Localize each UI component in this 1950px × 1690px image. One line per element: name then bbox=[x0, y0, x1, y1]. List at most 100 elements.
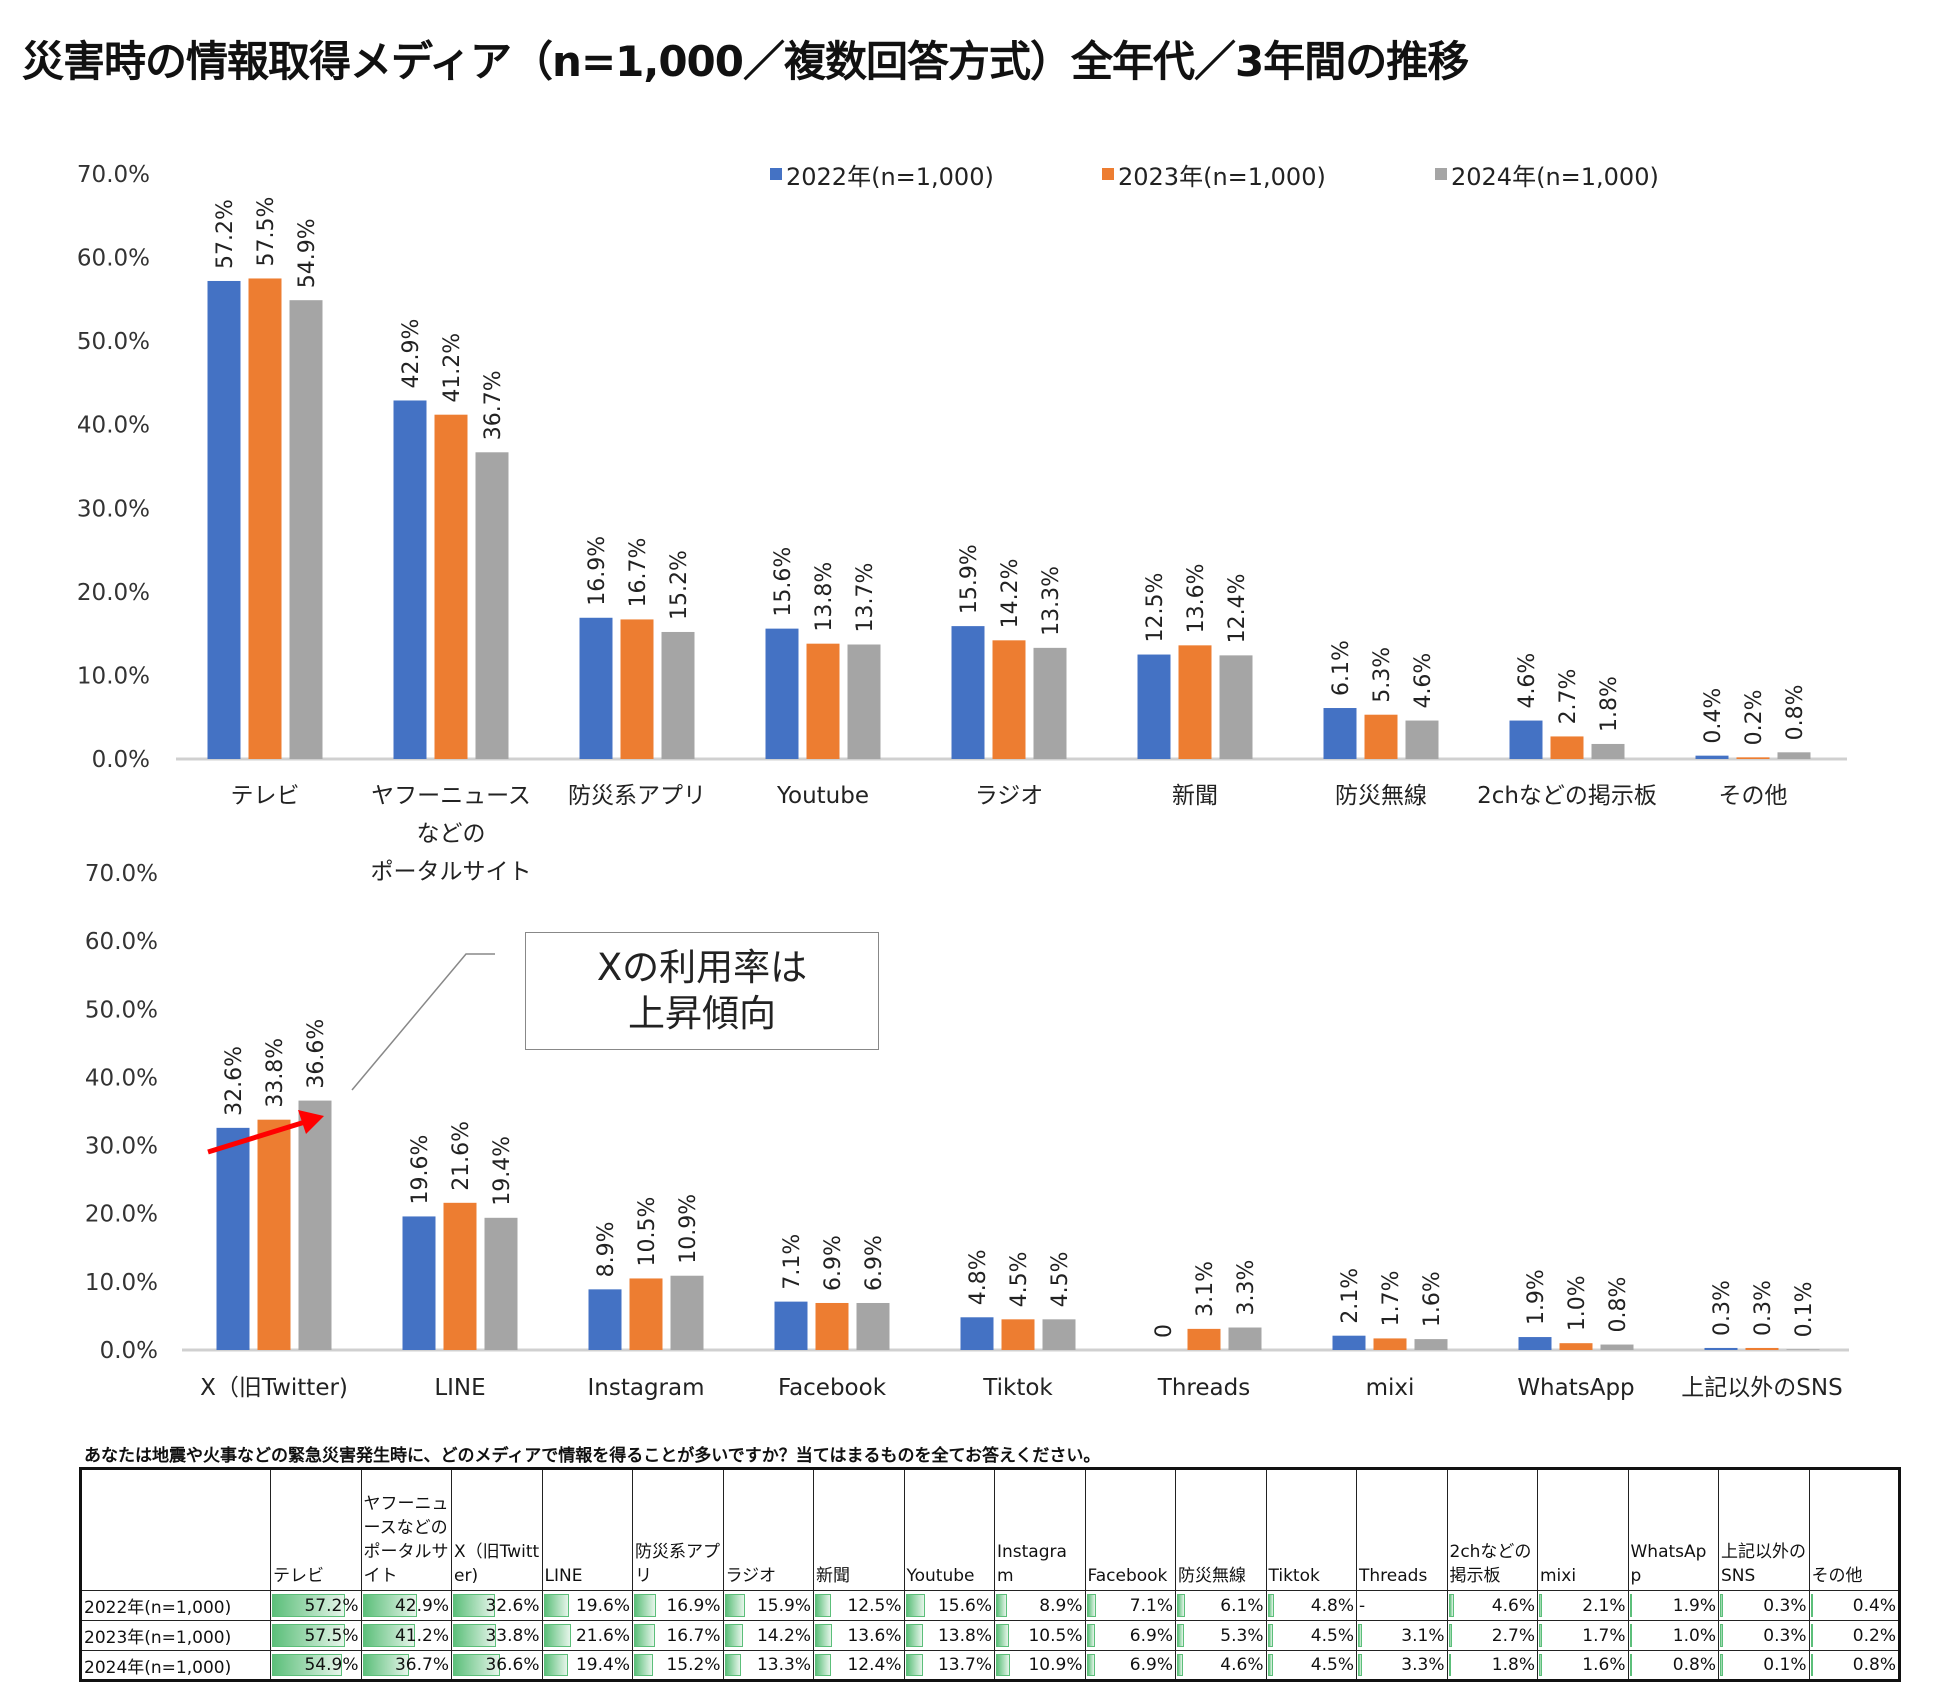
category-label: ラジオ bbox=[975, 783, 1044, 809]
column-header: 防災系アプリ bbox=[632, 1468, 724, 1591]
bar bbox=[847, 644, 881, 759]
y-tick-label: 20.0% bbox=[77, 580, 150, 606]
cell-value: 15.9% bbox=[756, 1595, 811, 1616]
y-tick-label: 70.0% bbox=[85, 861, 158, 887]
bar bbox=[806, 643, 840, 759]
data-label: 1.8% bbox=[1597, 676, 1622, 732]
data-bar bbox=[1086, 1654, 1096, 1676]
data-label: 4.5% bbox=[1007, 1251, 1032, 1307]
category-label: Youtube bbox=[776, 783, 869, 809]
cell-value: 1.6% bbox=[1582, 1655, 1626, 1675]
row-label: 2022年(n=1,000) bbox=[80, 1590, 271, 1621]
data-bar bbox=[1539, 1594, 1542, 1617]
column-header: Youtube bbox=[903, 1468, 995, 1591]
data-label: 0.8% bbox=[1606, 1277, 1631, 1333]
data-bar bbox=[1448, 1594, 1455, 1617]
cell-value: 4.5% bbox=[1310, 1625, 1354, 1646]
table-cell: 0.8% bbox=[1808, 1650, 1900, 1681]
data-bar bbox=[272, 1594, 345, 1617]
data-label: 32.6% bbox=[222, 1046, 247, 1116]
cell-value: 0.8% bbox=[1672, 1655, 1716, 1675]
table-cell: 14.2% bbox=[722, 1620, 814, 1651]
bar bbox=[960, 1317, 994, 1350]
table-cell: 36.7% bbox=[360, 1650, 452, 1681]
table-cell: 57.5% bbox=[270, 1620, 362, 1651]
data-label: 15.2% bbox=[667, 550, 692, 620]
column-header: 2chなどの掲示板 bbox=[1446, 1468, 1538, 1591]
category-label: 2chなどの掲示板 bbox=[1477, 783, 1657, 809]
data-bar bbox=[1539, 1654, 1542, 1676]
cell-value: 19.6% bbox=[575, 1595, 630, 1616]
data-label: 19.6% bbox=[408, 1135, 433, 1205]
cell-value: 19.4% bbox=[575, 1655, 630, 1675]
data-label: 15.9% bbox=[957, 544, 982, 614]
cell-value: 6.9% bbox=[1129, 1655, 1173, 1675]
legend-label: 2023年(n=1,000) bbox=[1118, 163, 1326, 191]
legend-swatch bbox=[770, 168, 782, 180]
column-header: 防災無線 bbox=[1175, 1468, 1267, 1591]
chart-2: 0.0% 10.0% 20.0% 30.0% 40.0% 50.0% 60.0% 70.0% X… bbox=[85, 861, 1849, 1401]
data-bar bbox=[905, 1624, 924, 1647]
table-cell: 0.3% bbox=[1718, 1620, 1810, 1651]
data-label: 54.9% bbox=[295, 218, 320, 288]
table-cell: 12.4% bbox=[813, 1650, 905, 1681]
data-bar bbox=[1629, 1594, 1633, 1617]
table-cell: 15.2% bbox=[632, 1650, 724, 1681]
category-label: 上記以外のSNS bbox=[1681, 1375, 1842, 1401]
column-header: 新聞 bbox=[813, 1468, 905, 1591]
cell-value: 2.1% bbox=[1582, 1595, 1626, 1616]
bar bbox=[1323, 708, 1357, 759]
data-label: 0.3% bbox=[1751, 1280, 1776, 1336]
data-label: 4.6% bbox=[1515, 653, 1540, 709]
data-label: 13.6% bbox=[1184, 563, 1209, 633]
cell-value: 3.3% bbox=[1401, 1655, 1445, 1675]
bar bbox=[1001, 1319, 1035, 1350]
bar bbox=[289, 300, 323, 759]
callout-line-2: 上昇傾向 bbox=[628, 992, 776, 1035]
bar bbox=[1736, 757, 1770, 759]
data-bar bbox=[1358, 1624, 1362, 1647]
cell-value: 1.0% bbox=[1672, 1625, 1716, 1646]
row-label: 2024年(n=1,000) bbox=[80, 1650, 271, 1681]
bar bbox=[1364, 714, 1398, 759]
data-bar bbox=[1267, 1624, 1274, 1647]
table-cell: - bbox=[1356, 1590, 1448, 1621]
y-tick-label: 40.0% bbox=[77, 413, 150, 439]
table-cell: 8.9% bbox=[994, 1590, 1086, 1621]
bar bbox=[992, 640, 1026, 759]
data-label: 0.3% bbox=[1710, 1280, 1735, 1336]
table-cell: 4.5% bbox=[1265, 1620, 1357, 1651]
table-cell: 1.6% bbox=[1537, 1650, 1629, 1681]
cell-value: 12.5% bbox=[847, 1595, 902, 1616]
data-bar bbox=[1810, 1594, 1814, 1617]
cell-value: 12.4% bbox=[847, 1655, 902, 1675]
table-cell: 15.6% bbox=[903, 1590, 995, 1621]
data-label: 1.7% bbox=[1379, 1271, 1404, 1327]
data-bar bbox=[543, 1624, 572, 1647]
table-cell: 3.3% bbox=[1356, 1650, 1448, 1681]
data-bar bbox=[996, 1654, 1010, 1676]
category-label: ポータルサイト bbox=[371, 859, 532, 885]
category-label: 防災無線 bbox=[1335, 783, 1427, 809]
column-header: Tiktok bbox=[1265, 1468, 1357, 1591]
column-header: LINE bbox=[541, 1468, 633, 1591]
cell-value: 0.3% bbox=[1763, 1625, 1807, 1646]
data-bar bbox=[905, 1654, 923, 1676]
table-cell: 0.8% bbox=[1627, 1650, 1719, 1681]
data-label: 16.7% bbox=[626, 538, 651, 608]
bar bbox=[1228, 1327, 1262, 1350]
table-cell: 19.4% bbox=[541, 1650, 633, 1681]
table-cell: 10.9% bbox=[994, 1650, 1086, 1681]
cell-value: 7.1% bbox=[1129, 1595, 1173, 1616]
category-label: テレビ bbox=[231, 783, 300, 809]
cell-value: 13.8% bbox=[937, 1625, 992, 1646]
bar bbox=[402, 1216, 436, 1350]
data-bar bbox=[1267, 1654, 1274, 1676]
data-bar bbox=[1177, 1654, 1183, 1676]
cell-value: 41.2% bbox=[394, 1625, 449, 1646]
cell-value: 6.1% bbox=[1220, 1595, 1264, 1616]
data-label: 0.1% bbox=[1792, 1281, 1817, 1337]
callout-box: Xの利用率は 上昇傾向 bbox=[525, 932, 879, 1050]
cell-value: 4.5% bbox=[1310, 1655, 1354, 1675]
data-label: 57.5% bbox=[254, 197, 279, 267]
